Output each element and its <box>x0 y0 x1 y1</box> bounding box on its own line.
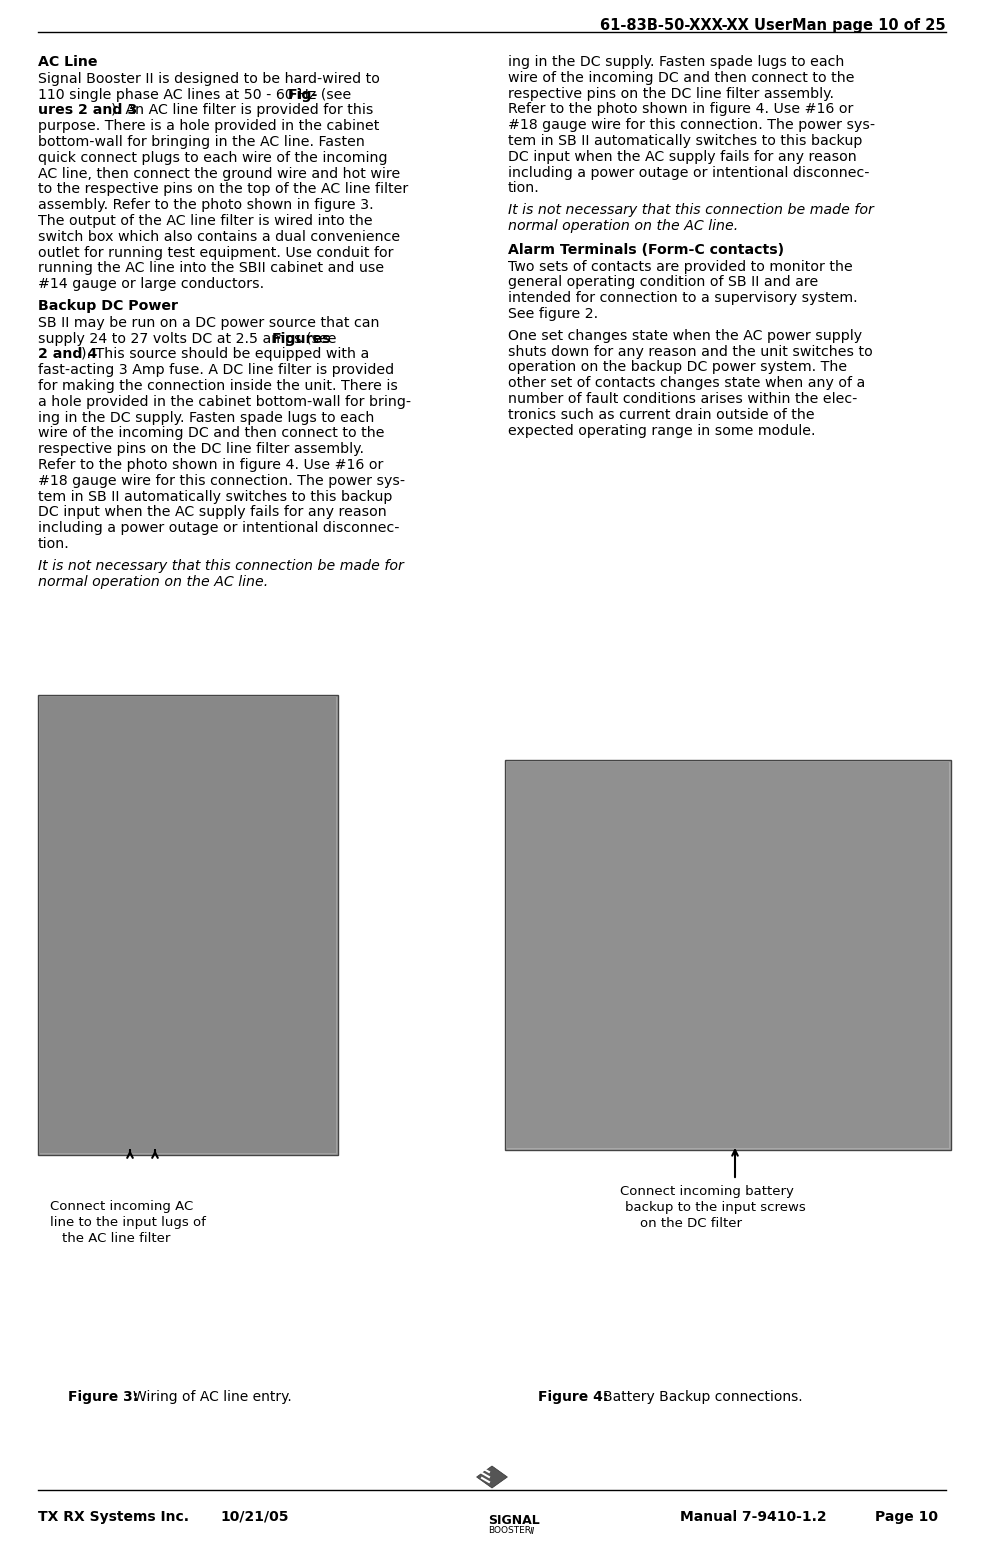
Text: It is not necessary that this connection be made for: It is not necessary that this connection… <box>38 559 403 573</box>
Text: Alarm Terminals (Form-C contacts): Alarm Terminals (Form-C contacts) <box>508 243 784 257</box>
Text: Wiring of AC line entry.: Wiring of AC line entry. <box>133 1391 291 1405</box>
Text: Backup DC Power: Backup DC Power <box>38 299 178 313</box>
Text: to the respective pins on the top of the AC line filter: to the respective pins on the top of the… <box>38 182 408 196</box>
Text: tem in SB II automatically switches to this backup: tem in SB II automatically switches to t… <box>38 490 393 504</box>
Text: Signal Booster II is designed to be hard-wired to: Signal Booster II is designed to be hard… <box>38 72 380 86</box>
Text: ). An AC line filter is provided for this: ). An AC line filter is provided for thi… <box>111 103 374 117</box>
Text: 10/21/05: 10/21/05 <box>220 1510 288 1524</box>
Text: 61-83B-50-XXX-XX UserMan page 10 of 25: 61-83B-50-XXX-XX UserMan page 10 of 25 <box>600 17 946 33</box>
Text: wire of the incoming DC and then connect to the: wire of the incoming DC and then connect… <box>508 70 854 85</box>
Text: assembly. Refer to the photo shown in figure 3.: assembly. Refer to the photo shown in fi… <box>38 199 374 213</box>
Text: operation on the backup DC power system. The: operation on the backup DC power system.… <box>508 360 847 374</box>
Text: It is not necessary that this connection be made for: It is not necessary that this connection… <box>508 204 874 218</box>
Text: Fig-: Fig- <box>288 88 319 102</box>
Text: BOOSTER: BOOSTER <box>488 1525 531 1535</box>
Text: Page 10: Page 10 <box>875 1510 938 1524</box>
Text: Refer to the photo shown in figure 4. Use #16 or: Refer to the photo shown in figure 4. Us… <box>508 102 853 116</box>
Text: tem in SB II automatically switches to this backup: tem in SB II automatically switches to t… <box>508 135 862 149</box>
Text: general operating condition of SB II and are: general operating condition of SB II and… <box>508 276 819 290</box>
Text: tion.: tion. <box>38 537 70 551</box>
Text: intended for connection to a supervisory system.: intended for connection to a supervisory… <box>508 291 858 305</box>
Text: Refer to the photo shown in figure 4. Use #16 or: Refer to the photo shown in figure 4. Us… <box>38 457 384 471</box>
Text: Manual 7-9410-1.2: Manual 7-9410-1.2 <box>680 1510 827 1524</box>
Text: shuts down for any reason and the unit switches to: shuts down for any reason and the unit s… <box>508 345 873 359</box>
Text: See figure 2.: See figure 2. <box>508 307 598 321</box>
Text: other set of contacts changes state when any of a: other set of contacts changes state when… <box>508 376 865 390</box>
Text: AC line, then connect the ground wire and hot wire: AC line, then connect the ground wire an… <box>38 166 400 180</box>
Text: SIGNAL: SIGNAL <box>488 1514 540 1527</box>
Text: including a power outage or intentional disconnec-: including a power outage or intentional … <box>508 166 870 180</box>
Text: ing in the DC supply. Fasten spade lugs to each: ing in the DC supply. Fasten spade lugs … <box>508 55 844 69</box>
Text: DC input when the AC supply fails for any reason: DC input when the AC supply fails for an… <box>38 506 387 520</box>
Text: number of fault conditions arises within the elec-: number of fault conditions arises within… <box>508 392 857 406</box>
Text: 2 and 4: 2 and 4 <box>38 348 97 362</box>
Text: quick connect plugs to each wire of the incoming: quick connect plugs to each wire of the … <box>38 150 388 164</box>
Text: wire of the incoming DC and then connect to the: wire of the incoming DC and then connect… <box>38 426 385 440</box>
Polygon shape <box>476 1466 508 1488</box>
Text: bottom-wall for bringing in the AC line. Fasten: bottom-wall for bringing in the AC line.… <box>38 135 365 149</box>
Text: Battery Backup connections.: Battery Backup connections. <box>603 1391 803 1405</box>
Text: DC input when the AC supply fails for any reason: DC input when the AC supply fails for an… <box>508 150 857 164</box>
Text: the AC line filter: the AC line filter <box>62 1232 170 1245</box>
Text: a hole provided in the cabinet bottom-wall for bring-: a hole provided in the cabinet bottom-wa… <box>38 395 411 409</box>
Bar <box>507 763 949 1148</box>
Text: ures 2 and 3: ures 2 and 3 <box>38 103 137 117</box>
Text: The output of the AC line filter is wired into the: The output of the AC line filter is wire… <box>38 215 373 229</box>
Text: normal operation on the AC line.: normal operation on the AC line. <box>508 219 738 233</box>
Text: Two sets of contacts are provided to monitor the: Two sets of contacts are provided to mon… <box>508 260 853 274</box>
Text: purpose. There is a hole provided in the cabinet: purpose. There is a hole provided in the… <box>38 119 380 133</box>
Text: TX RX Systems Inc.: TX RX Systems Inc. <box>38 1510 189 1524</box>
Text: for making the connection inside the unit. There is: for making the connection inside the uni… <box>38 379 398 393</box>
Text: #18 gauge wire for this connection. The power sys-: #18 gauge wire for this connection. The … <box>38 474 405 487</box>
Bar <box>505 760 951 1149</box>
Text: normal operation on the AC line.: normal operation on the AC line. <box>38 575 269 589</box>
Text: 110 single phase AC lines at 50 - 60 Hz (see: 110 single phase AC lines at 50 - 60 Hz … <box>38 88 356 102</box>
Text: expected operating range in some module.: expected operating range in some module. <box>508 423 816 437</box>
Text: Figure 4:: Figure 4: <box>538 1391 608 1405</box>
Text: #14 gauge or large conductors.: #14 gauge or large conductors. <box>38 277 264 291</box>
Text: Figures: Figures <box>272 332 331 346</box>
Text: One set changes state when the AC power supply: One set changes state when the AC power … <box>508 329 862 343</box>
Text: ing in the DC supply. Fasten spade lugs to each: ing in the DC supply. Fasten spade lugs … <box>38 410 374 424</box>
Text: tion.: tion. <box>508 182 540 196</box>
Text: line to the input lugs of: line to the input lugs of <box>50 1217 206 1229</box>
Text: including a power outage or intentional disconnec-: including a power outage or intentional … <box>38 521 400 536</box>
Bar <box>38 695 338 1156</box>
Text: fast-acting 3 Amp fuse. A DC line filter is provided: fast-acting 3 Amp fuse. A DC line filter… <box>38 363 395 377</box>
Bar <box>40 697 336 1153</box>
Text: backup to the input screws: backup to the input screws <box>625 1201 806 1214</box>
Text: respective pins on the DC line filter assembly.: respective pins on the DC line filter as… <box>38 442 364 456</box>
Text: on the DC filter: on the DC filter <box>640 1217 742 1229</box>
Text: respective pins on the DC line filter assembly.: respective pins on the DC line filter as… <box>508 86 834 100</box>
Text: supply 24 to 27 volts DC at 2.5 amps (see: supply 24 to 27 volts DC at 2.5 amps (se… <box>38 332 341 346</box>
Text: Connect incoming AC: Connect incoming AC <box>50 1200 193 1214</box>
Text: outlet for running test equipment. Use conduit for: outlet for running test equipment. Use c… <box>38 246 394 260</box>
Text: Connect incoming battery: Connect incoming battery <box>620 1185 794 1198</box>
Text: tronics such as current drain outside of the: tronics such as current drain outside of… <box>508 407 815 421</box>
Text: switch box which also contains a dual convenience: switch box which also contains a dual co… <box>38 230 400 244</box>
Text: AC Line: AC Line <box>38 55 97 69</box>
Text: Figure 3:: Figure 3: <box>68 1391 138 1405</box>
Text: running the AC line into the SBII cabinet and use: running the AC line into the SBII cabine… <box>38 262 384 276</box>
Text: ). This source should be equipped with a: ). This source should be equipped with a <box>81 348 369 362</box>
Text: #18 gauge wire for this connection. The power sys-: #18 gauge wire for this connection. The … <box>508 117 875 132</box>
Text: II: II <box>530 1527 535 1536</box>
Text: SB II may be run on a DC power source that can: SB II may be run on a DC power source th… <box>38 316 380 330</box>
